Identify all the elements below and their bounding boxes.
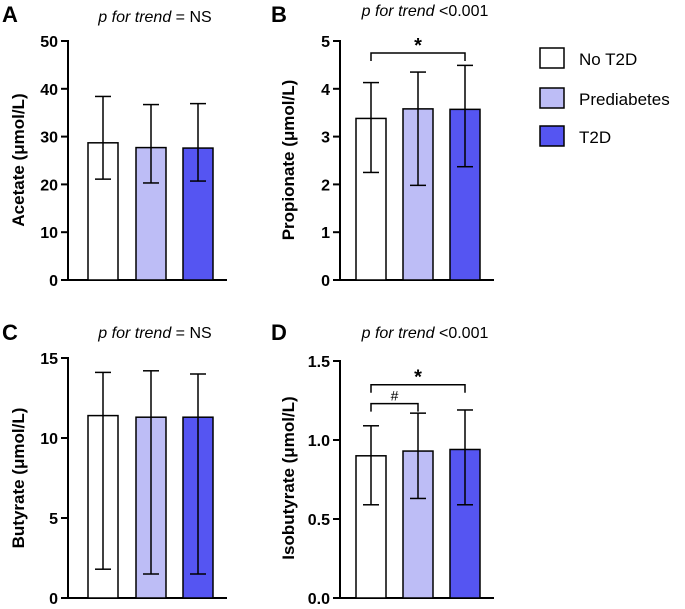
y-tick-label: 4 (321, 82, 330, 99)
y-tick-label: 0 (321, 273, 330, 290)
y-axis-label: Propionate (μmol/L) (279, 80, 298, 241)
y-tick-label: 50 (40, 34, 58, 51)
legend-item-prediabetes: Prediabetes (539, 87, 670, 109)
significance-bracket (370, 402, 419, 412)
y-tick-label: 30 (40, 130, 58, 147)
y-axis-label: Butyrate (μmol/L) (9, 408, 28, 549)
panel-letter: B (271, 2, 287, 27)
legend-label: T2D (579, 128, 611, 147)
legend: No T2D Prediabetes T2D (539, 47, 670, 147)
legend-swatch (539, 47, 565, 69)
y-tick-label: 40 (40, 82, 58, 99)
panel-letter: A (2, 2, 18, 27)
legend-item-no-t2d: No T2D (539, 47, 637, 69)
significance-label: # (391, 388, 399, 404)
legend-swatch (539, 87, 565, 109)
y-tick-label: 20 (40, 177, 58, 194)
y-axis-label: Acetate (μmol/L) (9, 93, 28, 226)
significance-bracket (370, 52, 466, 61)
y-tick-label: 5 (49, 511, 58, 528)
title-italic: p for trend (97, 9, 172, 26)
panel-title: p for trend = NS (97, 325, 211, 342)
title-rest: <0.001 (435, 3, 489, 20)
title-rest: = NS (171, 325, 211, 342)
y-tick-label: 0.5 (308, 512, 330, 529)
y-tick-label: 15 (40, 351, 58, 368)
y-tick-label: 1.0 (308, 433, 330, 450)
legend-label: No T2D (579, 50, 637, 69)
legend-swatch (539, 125, 565, 147)
title-italic: p for trend (361, 325, 436, 342)
significance-bracket (370, 383, 466, 393)
y-axis-label: Isobutyrate (μmol/L) (279, 396, 298, 559)
legend-item-t2d: T2D (539, 125, 611, 147)
panel-title: p for trend <0.001 (361, 3, 489, 20)
title-italic: p for trend (97, 325, 172, 342)
y-tick-label: 0.0 (308, 591, 330, 608)
title-rest: <0.001 (435, 325, 489, 342)
legend-label: Prediabetes (579, 90, 670, 109)
y-tick-label: 10 (40, 431, 58, 448)
y-tick-label: 2 (321, 177, 330, 194)
y-tick-label: 1 (321, 225, 330, 242)
panel-title: p for trend <0.001 (361, 325, 489, 342)
significance-label: * (414, 367, 422, 389)
panel-letter: C (2, 320, 18, 345)
y-tick-label: 0 (49, 591, 58, 608)
y-tick-label: 5 (321, 34, 330, 51)
y-tick-label: 0 (49, 273, 58, 290)
title-italic: p for trend (361, 3, 436, 20)
bar-t2d (182, 147, 214, 281)
y-tick-label: 1.5 (308, 354, 330, 371)
panel-title: p for trend = NS (97, 9, 211, 26)
y-tick-label: 3 (321, 130, 330, 147)
significance-label: * (414, 35, 422, 57)
panel-letter: D (271, 320, 287, 345)
title-rest: = NS (171, 9, 211, 26)
y-tick-label: 10 (40, 225, 58, 242)
